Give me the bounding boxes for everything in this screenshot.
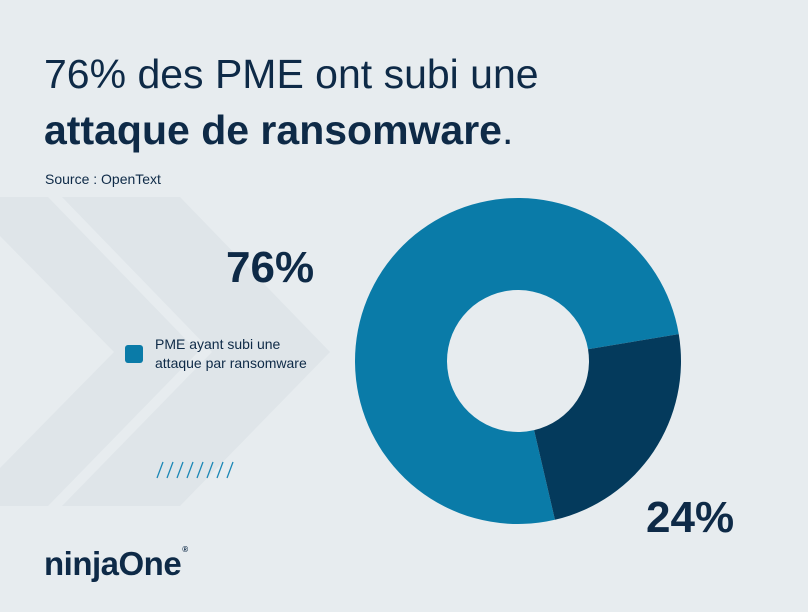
- legend-label-line2: attaque par ransomware: [155, 355, 307, 371]
- slice-label-76: 76%: [226, 243, 315, 292]
- chart-legend: PME ayant subi une attaque par ransomwar…: [125, 335, 355, 373]
- logo-registered-mark: ®: [182, 545, 188, 554]
- decorative-hatch: [156, 461, 234, 479]
- donut-slice-24: [534, 334, 681, 520]
- legend-label-line1: PME ayant subi une: [155, 336, 281, 352]
- title-line2-end: .: [502, 107, 514, 153]
- title-line1: 76% des PME ont subi une: [44, 51, 539, 97]
- page-title: 76% des PME ont subi une attaque de rans…: [44, 46, 539, 158]
- donut-slice-76: [354, 197, 679, 524]
- ninjaone-logo: ninjaOne®: [44, 545, 188, 583]
- slice-label-24: 24%: [646, 493, 735, 542]
- title-line2-bold: attaque de ransomware: [44, 107, 502, 153]
- source-note: Source : OpenText: [45, 171, 161, 187]
- legend-label: PME ayant subi une attaque par ransomwar…: [155, 335, 355, 373]
- legend-swatch: [125, 345, 143, 363]
- logo-text: ninjaOne: [44, 545, 182, 582]
